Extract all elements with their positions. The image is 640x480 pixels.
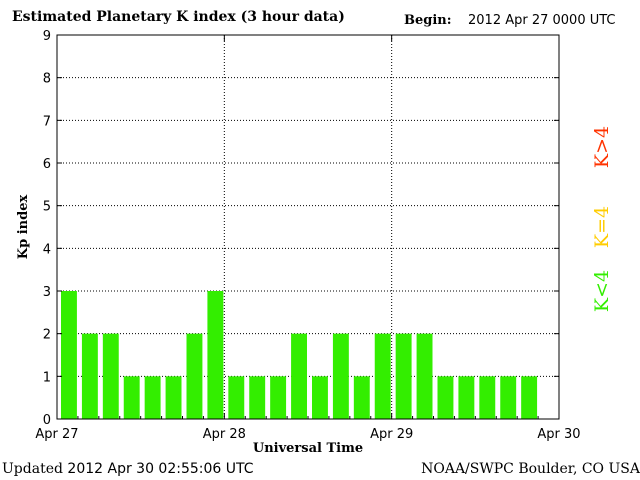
y-tick-label: 9 <box>43 29 51 44</box>
kp-bar <box>437 376 454 419</box>
legend: K>4 K=4 K<4 <box>591 126 613 312</box>
legend-item: K>4 <box>591 126 613 168</box>
kp-bar <box>81 333 98 419</box>
y-tick-label: 7 <box>43 114 51 129</box>
kp-bar <box>123 376 140 419</box>
kp-bar <box>102 333 119 419</box>
y-tick-label: 3 <box>43 285 51 300</box>
kp-bar <box>144 376 161 419</box>
kp-bar <box>479 376 496 419</box>
kp-bar <box>249 376 266 419</box>
kp-bar <box>500 376 517 419</box>
x-tick-label: Apr 30 <box>537 427 580 442</box>
y-tick-labels: 0 1 2 3 4 5 6 7 8 9 <box>43 29 51 428</box>
grid-lines <box>57 35 559 419</box>
kp-bar <box>312 376 328 419</box>
y-tick-label: 1 <box>43 370 51 385</box>
updated-value: 2012 Apr 30 02:55:06 UTC <box>67 461 254 477</box>
legend-item: K=4 <box>591 206 613 248</box>
kp-bar <box>228 376 245 419</box>
axis-ticks <box>56 34 560 420</box>
y-axis-title: Kp index <box>16 195 31 260</box>
updated-info: Updated 2012 Apr 30 02:55:06 UTC <box>2 461 254 477</box>
kp-bar <box>332 333 349 419</box>
y-tick-label: 5 <box>43 200 51 215</box>
kp-bar <box>353 376 370 419</box>
kp-bar <box>165 376 182 419</box>
kp-bar <box>61 291 77 419</box>
chart-title: Estimated Planetary K index (3 hour data… <box>12 9 345 25</box>
kp-bar <box>291 333 307 419</box>
kp-bar <box>395 333 412 419</box>
kp-bar <box>458 376 475 419</box>
kp-bar <box>270 376 287 419</box>
begin-label: Begin: <box>404 13 452 28</box>
plot-frame <box>56 34 560 420</box>
x-axis-title: Universal Time <box>253 441 363 456</box>
x-tick-label: Apr 29 <box>370 427 413 442</box>
y-tick-label: 6 <box>43 157 51 172</box>
x-tick-labels: Apr 27 Apr 28 Apr 29 Apr 30 <box>35 427 580 442</box>
updated-label: Updated <box>2 461 63 477</box>
y-tick-label: 4 <box>43 242 51 257</box>
kp-bar <box>207 291 224 419</box>
kp-bar <box>416 333 433 419</box>
legend-item: K<4 <box>591 270 613 312</box>
x-tick-label: Apr 27 <box>35 427 78 442</box>
x-tick-label: Apr 28 <box>203 427 246 442</box>
y-tick-label: 8 <box>43 72 51 87</box>
y-tick-label: 0 <box>43 413 51 428</box>
kp-bar <box>521 376 538 419</box>
source-credit: NOAA/SWPC Boulder, CO USA <box>421 461 640 477</box>
begin-value: 2012 Apr 27 0000 UTC <box>468 13 616 28</box>
kp-bar <box>374 333 391 419</box>
y-tick-label: 2 <box>43 328 51 343</box>
kp-bar <box>186 333 203 419</box>
bars-group <box>61 291 538 419</box>
